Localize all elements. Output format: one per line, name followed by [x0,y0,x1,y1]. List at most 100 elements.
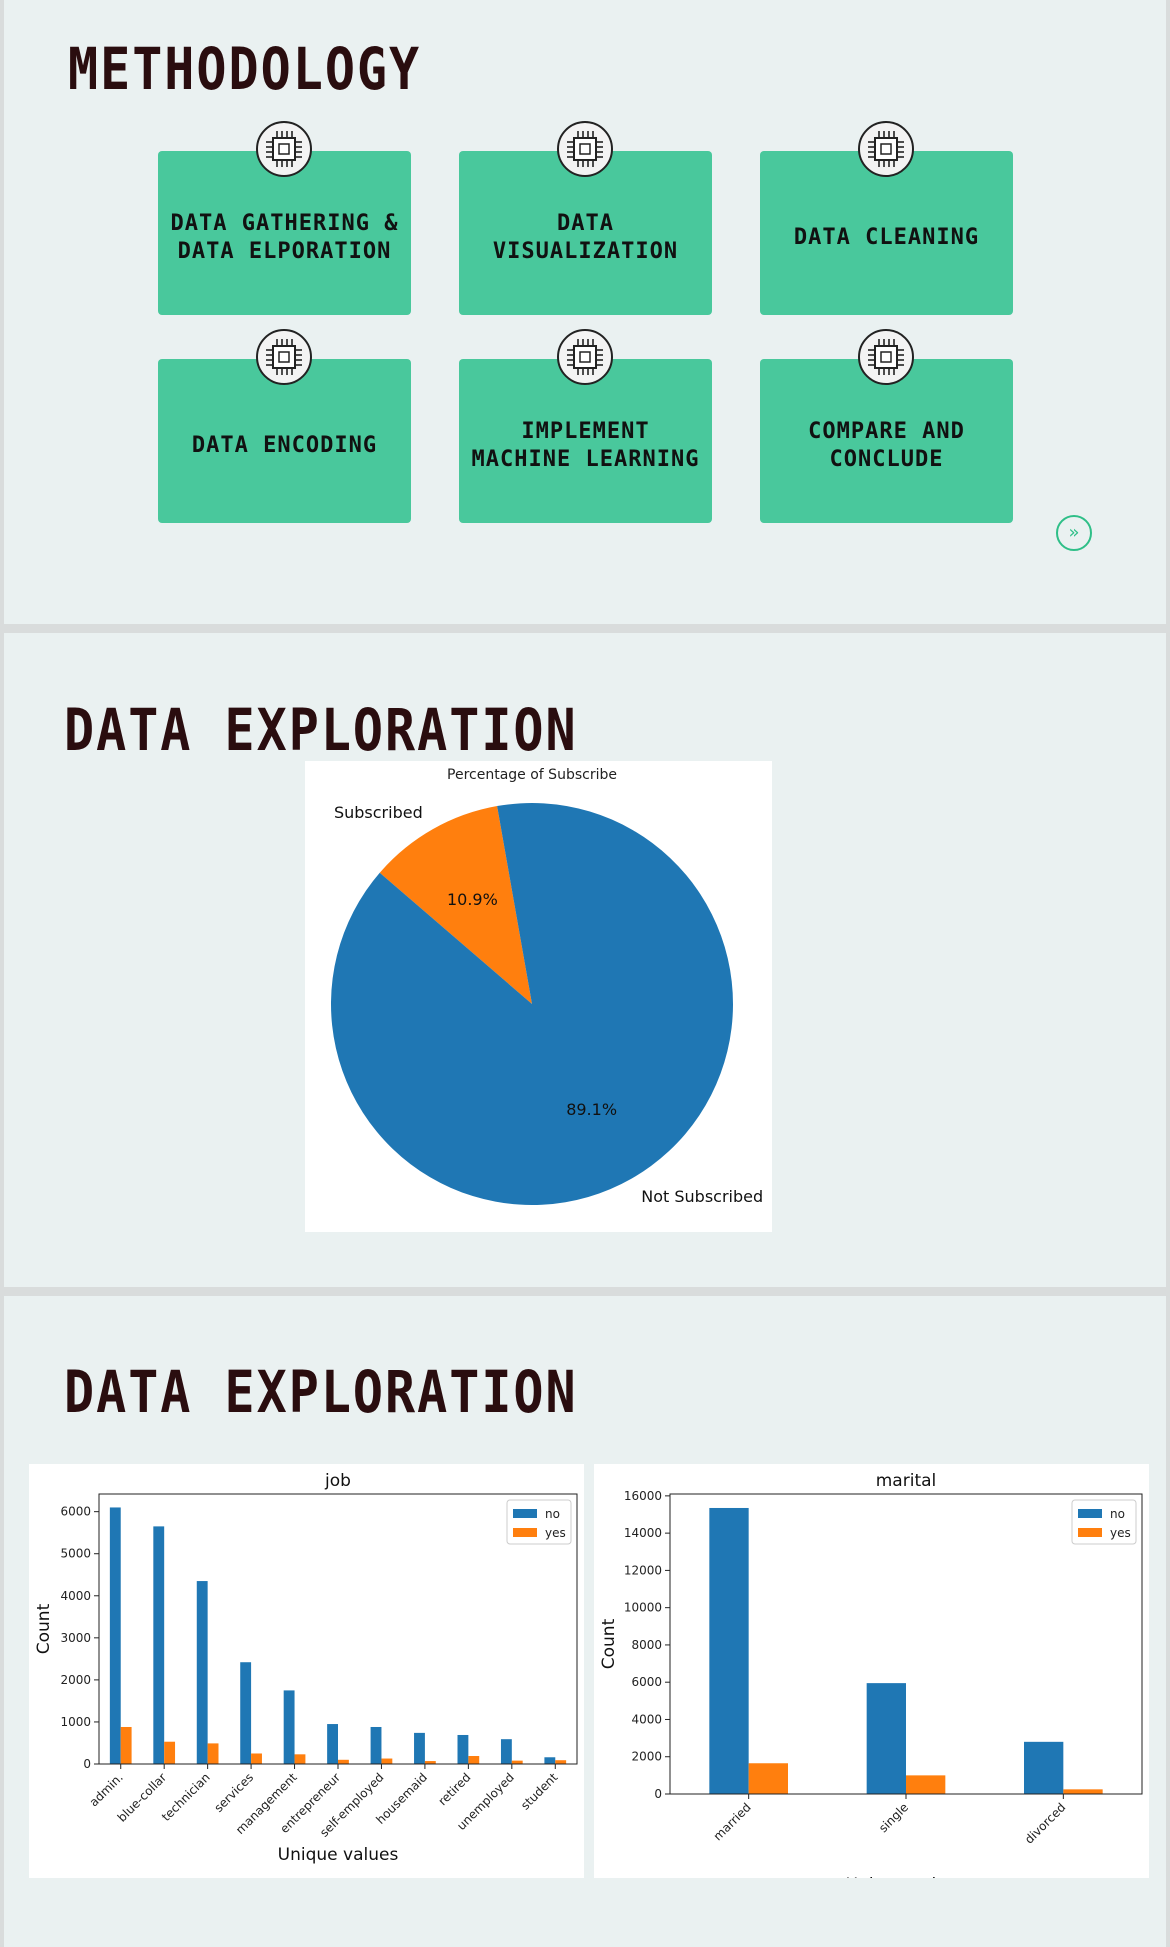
x-tick-label: single [876,1800,911,1835]
pie-slice-label: Subscribed [334,803,423,822]
x-tick-label: admin. [87,1770,126,1809]
legend-swatch [513,1528,537,1537]
y-tick-label: 14000 [624,1526,662,1540]
legend-label: no [545,1507,560,1521]
y-tick-label: 6000 [631,1675,662,1689]
legend-swatch [513,1509,537,1518]
bar-no [544,1757,556,1764]
y-tick-label: 8000 [631,1638,662,1652]
bar-no [709,1507,749,1794]
processor-chip-icon [858,329,914,385]
bar-yes [294,1754,306,1764]
bar-yes [338,1759,349,1764]
bar-no [370,1726,382,1764]
bar-yes [511,1760,523,1764]
x-tick-label: retired [435,1770,473,1808]
bar-no [153,1526,165,1764]
step-card-data-cleaning: DATA CLEANING [760,151,1013,315]
bar-yes [251,1753,262,1764]
y-tick-label: 4000 [631,1712,662,1726]
legend-label: yes [1110,1526,1131,1540]
bar-no [327,1724,338,1764]
x-tick-label: divorced [1022,1800,1068,1846]
y-tick-label: 1000 [60,1715,91,1729]
bar-yes [1063,1789,1103,1794]
bar-yes [906,1775,946,1794]
pie-title: Percentage of Subscribe [447,767,617,783]
pie-slice-0 [379,806,532,1004]
job-bar-chart: job0100020003000400050006000admin.blue-c… [34,1471,578,1865]
legend-swatch [1078,1528,1102,1537]
bar-no [196,1581,208,1764]
plot-frame [98,1493,578,1765]
y-tick-label: 10000 [624,1601,662,1615]
step-card-label: DATA GATHERING & DATA ELPORATION [170,211,399,264]
pie-slice-1 [330,803,733,1205]
slide-title: DATA EXPLORATION [64,1359,578,1426]
step-card-data-visualization: DATA VISUALIZATION [459,151,712,315]
chart-title: job [324,1471,351,1491]
step-card-label: COMPARE AND CONCLUDE [808,419,965,472]
x-tick-label: student [518,1770,561,1813]
x-axis-label: Unique values [278,1845,399,1865]
slide-methodology: METHODOLOGY DATA GATHERING & DATA ELPORA… [4,0,1166,624]
bar-no [283,1690,295,1764]
processor-chip-icon [557,121,613,177]
x-tick-label: married [711,1800,754,1843]
bar-yes [555,1760,567,1764]
marital-bar-chart: marital 0 2000 4000 6000 8000 10000 12000 14000 1… [599,1471,1143,1895]
step-card-compare-conclude: COMPARE AND CONCLUDE [760,359,1013,523]
slide-title: DATA EXPLORATION [64,697,578,764]
bar-yes [120,1726,132,1764]
next-slide-button[interactable]: » [1056,515,1092,551]
step-card-data-encoding: DATA ENCODING [158,359,411,523]
y-tick-label: 3000 [60,1631,91,1645]
processor-chip-icon [256,121,312,177]
x-axis-label: Unique values [846,1875,967,1878]
processor-chip-icon [557,329,613,385]
bar-yes [164,1741,176,1764]
marital-chart-panel: marital 0 2000 4000 6000 8000 10000 12000 14000 1… [594,1464,1149,1895]
pie-pct-label: 10.9% [447,890,498,909]
y-tick-label: 16000 [624,1489,662,1503]
bar-no [1024,1741,1064,1794]
chart-title: marital [876,1471,937,1491]
legend-label: no [1110,1507,1125,1521]
slide-title: METHODOLOGY [68,36,422,103]
step-card-label: DATA VISUALIZATION [492,211,679,264]
y-tick-label: 5000 [60,1547,91,1561]
step-card-label: DATA ENCODING [191,433,378,458]
bar-yes [424,1761,436,1764]
bar-yes [381,1758,393,1764]
x-tick-label: services [211,1770,256,1815]
legend-label: yes [545,1526,566,1540]
pie-slice-label: Not Subscribed [641,1187,763,1206]
processor-chip-icon [858,121,914,177]
y-tick-label: 2000 [631,1750,662,1764]
bar-no [414,1732,425,1764]
pie-pct-label: 89.1% [566,1100,617,1119]
step-card-data-gathering: DATA GATHERING & DATA ELPORATION [158,151,411,315]
y-tick-label: 0 [654,1787,662,1801]
bar-yes [468,1756,480,1764]
job-chart-panel: job 0 1000 2000 3000 4000 5000 6000 admin. blue-c… [29,1464,584,1878]
subscription-pie-chart: Percentage of Subscribe 10.9% Subscribed 89… [330,767,763,1206]
y-axis-label: Count [599,1618,619,1669]
bar-no [109,1507,121,1764]
y-tick-label: 6000 [60,1505,91,1519]
slide-data-exploration-pie: DATA EXPLORATION Percentage of Subscribe… [4,633,1166,1287]
step-card-label: IMPLEMENT MACHINE LEARNING [471,419,700,472]
legend-swatch [1078,1509,1102,1518]
slide-data-exploration-bars: DATA EXPLORATION job 0 1000 2000 3000 4000 500… [4,1296,1166,1947]
step-card-label: DATA CLEANING [793,225,980,250]
bar-no [866,1683,906,1794]
y-tick-label: 0 [83,1757,91,1771]
y-axis-label: Count [34,1603,54,1654]
bar-no [457,1734,469,1764]
bar-no [240,1662,252,1764]
y-tick-label: 12000 [624,1563,662,1577]
pie-chart-panel: Percentage of Subscribe 10.9% Subscribed 89… [305,761,772,1232]
processor-chip-icon [256,329,312,385]
bar-no [500,1739,512,1764]
y-tick-label: 4000 [60,1589,91,1603]
